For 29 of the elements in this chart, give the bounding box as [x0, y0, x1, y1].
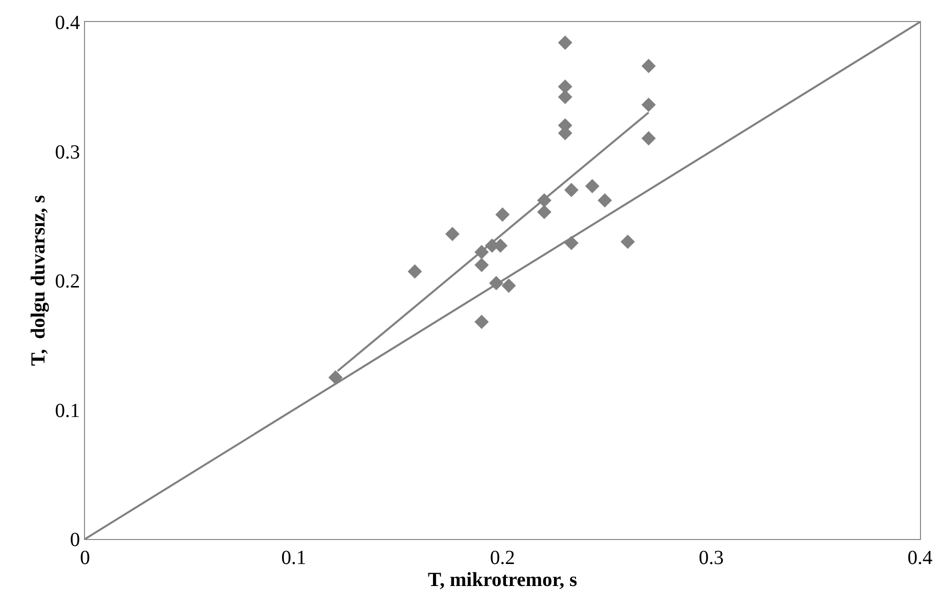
- point: [408, 264, 422, 279]
- x-tick-label: 0.1: [281, 547, 306, 569]
- x-axis-title: T, mikrotremor, s: [428, 569, 578, 591]
- point: [502, 278, 516, 293]
- point: [445, 226, 460, 242]
- y-tick-label: 0.3: [55, 141, 80, 164]
- point: [328, 370, 343, 385]
- point: [558, 36, 572, 50]
- x-tick-label: 0.4: [908, 547, 932, 569]
- point: [641, 131, 656, 146]
- point: [564, 182, 579, 198]
- y-axis-title: T, dolgu duvarsız, s: [28, 194, 50, 366]
- point: [495, 207, 510, 222]
- point: [474, 314, 489, 330]
- point: [585, 179, 600, 194]
- point: [598, 193, 612, 208]
- y-tick-label: 0.4: [55, 12, 80, 34]
- point: [641, 58, 656, 74]
- point: [474, 258, 489, 272]
- point: [620, 234, 635, 249]
- point: [641, 98, 656, 112]
- point: [558, 90, 572, 104]
- point: [558, 79, 572, 94]
- x-tick-label: 0.3: [698, 547, 724, 569]
- y-tick-label: 0.2: [55, 270, 80, 292]
- y-tick-label: 0: [70, 529, 80, 551]
- x-tick-label: 0.2: [490, 547, 515, 569]
- point: [537, 204, 552, 220]
- y-tick-label: 0.1: [55, 400, 80, 422]
